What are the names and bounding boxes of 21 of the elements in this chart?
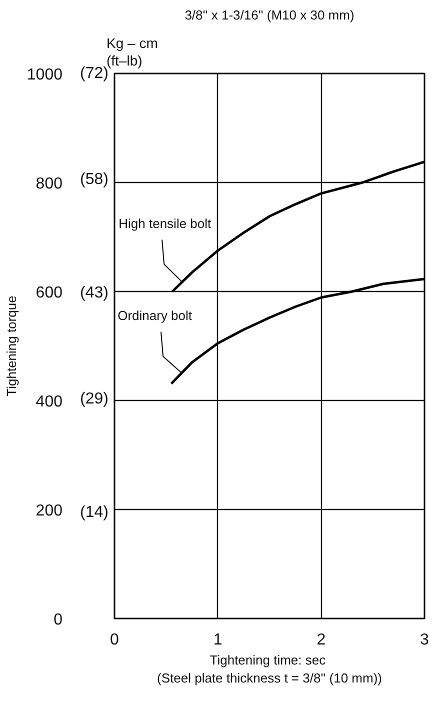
y2-tick-label: (58) bbox=[80, 170, 108, 188]
series-label: High tensile bolt bbox=[118, 216, 212, 231]
x-tick-label: 1 bbox=[213, 632, 222, 648]
y-tick-label: 400 bbox=[36, 394, 63, 410]
y-tick-label: 200 bbox=[36, 502, 63, 520]
x-tick-label: 2 bbox=[316, 632, 326, 648]
y-tick-label: 1000 bbox=[26, 66, 63, 84]
x-axis-title: Tightening time: sec (Steel plate thickness t = 3/8'' (10 mm)) bbox=[157, 652, 382, 686]
y-tick-label: 800 bbox=[36, 176, 63, 192]
y2-tick-label: (29) bbox=[80, 390, 108, 408]
text: Kg – cm (ft–lb) bbox=[106, 34, 158, 68]
text: Ordinary bolt bbox=[118, 308, 192, 323]
y2-tick-label: (72) bbox=[80, 65, 108, 82]
x-tick-label: 3 bbox=[420, 632, 430, 648]
x-tick-label: 0 bbox=[110, 632, 120, 648]
chart-title: 3/8'' x 1-3/16'' (M10 x 30 mm) bbox=[184, 8, 354, 22]
y-tick-label: 600 bbox=[36, 284, 63, 302]
y2-tick-label: (43) bbox=[80, 284, 108, 302]
y-axis-title: Tightening torque bbox=[4, 296, 19, 396]
y2-tick-label: (14) bbox=[80, 504, 108, 522]
y-tick-label: 0 bbox=[54, 612, 63, 628]
